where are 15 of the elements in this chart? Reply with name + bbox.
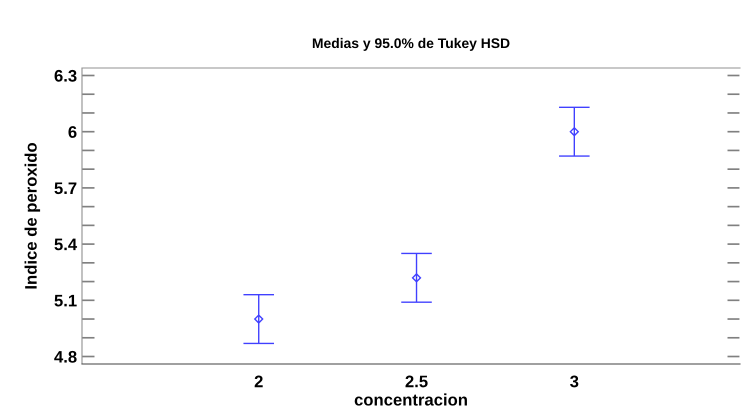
x-tick-label: 2.5 — [406, 376, 428, 388]
x-tick-label: 3 — [570, 376, 578, 388]
y-tick-label: 5.1 — [54, 294, 77, 307]
x-axis-title: concentracion — [354, 393, 467, 406]
point — [254, 314, 264, 324]
x-tick-label: 2 — [254, 376, 263, 388]
y-tick-label: 4.8 — [54, 350, 77, 363]
y-tick-label: 5.4 — [54, 238, 78, 250]
y-axis-title: Indice de peroxido — [24, 143, 40, 289]
point — [570, 127, 579, 136]
y-tick-label: 6.3 — [54, 70, 77, 82]
point — [412, 273, 422, 282]
chart-title: Medias y 95.0% de Tukey HSD — [312, 38, 510, 51]
y-tick-label: 5.7 — [54, 182, 76, 194]
y-tick-label: 6 — [68, 126, 77, 138]
